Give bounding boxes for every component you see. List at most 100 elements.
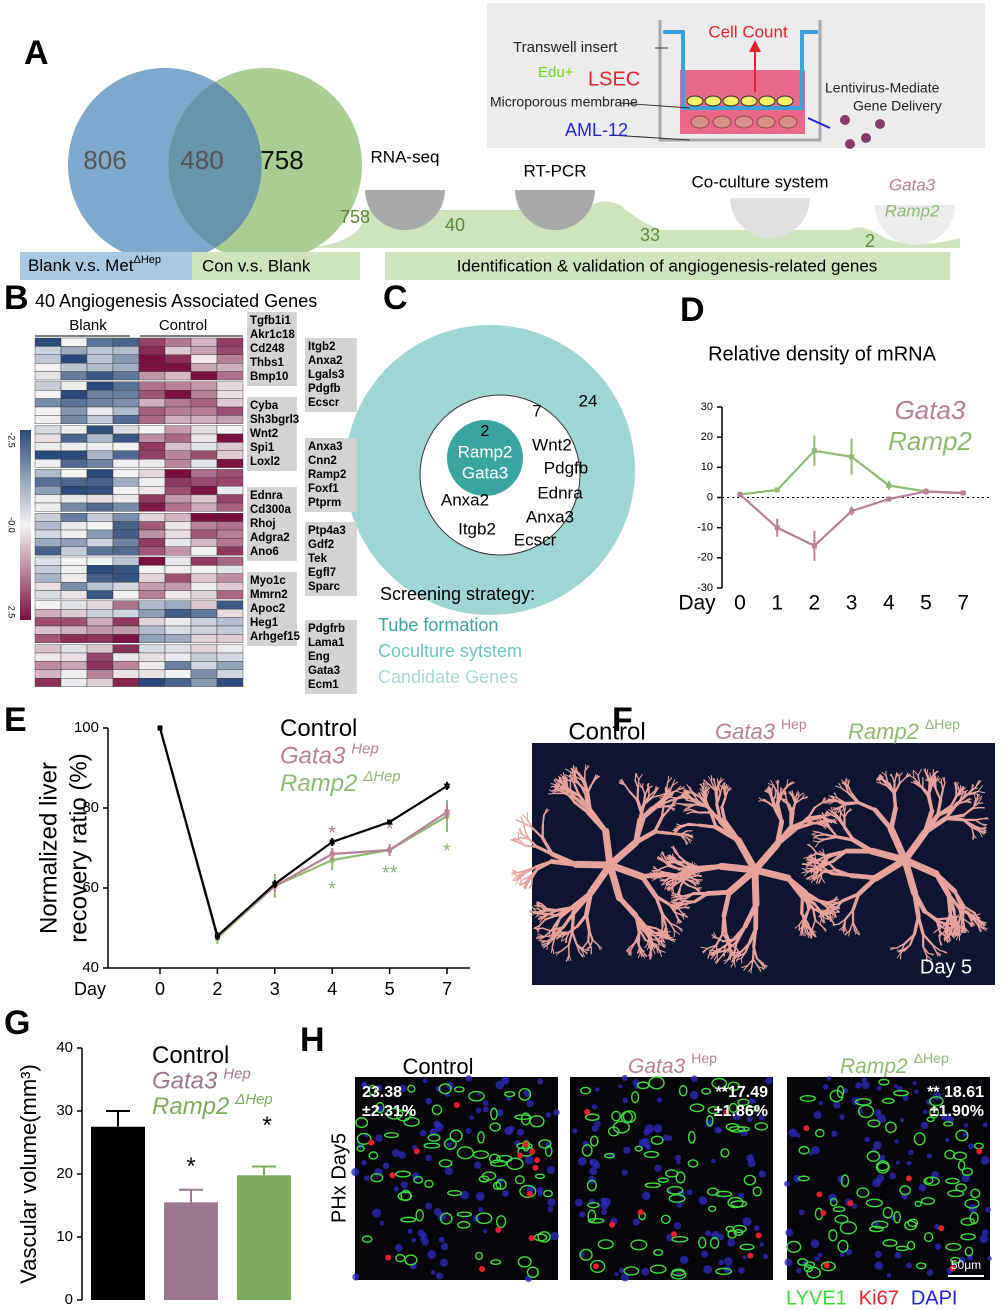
heatmap-cell xyxy=(164,625,192,635)
scale-label: 2.5 xyxy=(7,606,17,619)
heatmap-cell xyxy=(216,337,244,347)
vessel xyxy=(666,856,672,860)
vessel xyxy=(677,892,680,898)
vessel xyxy=(667,777,673,784)
ki67-cell xyxy=(820,1210,827,1217)
y-tick-label: -10 xyxy=(697,522,713,534)
nucleus xyxy=(501,1190,509,1197)
lyve1-vessel xyxy=(579,1248,593,1261)
heatmap-cell xyxy=(60,442,88,451)
vessel xyxy=(898,772,903,777)
heatmap-cell xyxy=(164,371,192,381)
micrographs xyxy=(351,1074,992,1283)
vessel xyxy=(852,921,858,930)
point xyxy=(387,847,393,853)
lyve1-vessel xyxy=(709,1236,720,1249)
nucleus xyxy=(676,1160,681,1165)
nucleus xyxy=(818,1100,824,1106)
vessel xyxy=(668,832,683,836)
vessel xyxy=(835,807,839,814)
lyve1-vessel xyxy=(671,1268,686,1277)
gene-label: Ptprm xyxy=(308,497,341,509)
vessel xyxy=(815,866,823,875)
vessel xyxy=(890,773,894,779)
vessel xyxy=(751,840,781,874)
gene-box xyxy=(247,572,297,646)
nucleus xyxy=(742,1255,747,1260)
vessel xyxy=(741,965,748,969)
lyve1-vessel xyxy=(517,1256,532,1268)
stat-value: ** 18.61 xyxy=(927,1084,984,1101)
lyve1-vessel xyxy=(488,1153,501,1164)
legend-text: Control xyxy=(280,715,357,742)
heatmap-cell xyxy=(138,513,166,522)
panel-label: G xyxy=(4,1004,30,1042)
vessel xyxy=(953,909,958,923)
vessel xyxy=(677,906,686,910)
flow-band xyxy=(300,198,960,248)
heatmap-cell xyxy=(216,609,244,618)
heatmap-cell xyxy=(60,669,88,679)
vessel xyxy=(814,863,822,871)
vessel xyxy=(979,828,986,834)
vessel xyxy=(844,908,855,921)
vessel xyxy=(711,781,717,792)
vessel xyxy=(825,912,831,916)
heatmap-cell xyxy=(34,354,62,364)
lyve1-vessel xyxy=(689,1103,705,1113)
vessel xyxy=(882,780,889,787)
nucleus xyxy=(968,1143,975,1150)
gene-label: Pdgfb xyxy=(308,383,341,395)
vessel xyxy=(939,949,948,954)
lyve1-vessel xyxy=(666,1186,684,1195)
nucleus xyxy=(895,1160,900,1165)
vessel xyxy=(901,856,918,897)
gene-label: Gdf2 xyxy=(308,539,334,551)
lyve1-vessel xyxy=(456,1211,473,1218)
nucleus xyxy=(588,1198,595,1205)
heatmap-cell xyxy=(86,433,114,443)
vessel xyxy=(677,866,699,877)
vessel xyxy=(841,892,861,903)
vessel xyxy=(685,868,702,878)
heatmap-cell xyxy=(164,433,192,443)
nucleus xyxy=(962,1132,967,1137)
heatmap-cell xyxy=(112,415,140,424)
vessel xyxy=(973,912,981,922)
heatmap-cell xyxy=(216,529,244,539)
heatmap-cell xyxy=(86,502,114,512)
vessel xyxy=(840,787,850,795)
vessel xyxy=(972,915,982,923)
heatmap-cell xyxy=(216,669,244,679)
nucleus xyxy=(934,1243,942,1250)
vessel xyxy=(727,786,731,792)
vessel xyxy=(831,911,839,914)
heatmap-cell xyxy=(216,565,244,575)
lyve1-vessel xyxy=(634,1145,643,1152)
nucleus xyxy=(833,1101,841,1109)
lyve1-vessel xyxy=(746,1106,759,1112)
lyve1-vessel xyxy=(415,1209,424,1222)
vessel xyxy=(951,930,956,937)
lyve1-vessel xyxy=(356,1145,365,1152)
vessel xyxy=(664,877,671,881)
vessel xyxy=(717,862,759,874)
vessel xyxy=(715,944,718,956)
image-title: Control xyxy=(403,1054,474,1079)
nucleus xyxy=(407,1228,413,1234)
lyve1-vessel xyxy=(385,1107,404,1120)
well xyxy=(658,20,822,142)
heatmap-cell xyxy=(34,425,62,435)
heatmap-cell xyxy=(138,381,166,391)
vessel xyxy=(649,943,651,951)
vessel xyxy=(718,777,722,784)
vessel xyxy=(878,775,883,781)
heatmap-cell xyxy=(190,486,218,495)
heatmap-cell xyxy=(112,346,140,355)
heatmap-cell xyxy=(34,590,62,600)
point xyxy=(444,809,450,815)
vessel xyxy=(962,818,973,829)
vessel xyxy=(575,942,580,953)
vessel xyxy=(543,810,547,817)
vessel xyxy=(524,830,530,840)
